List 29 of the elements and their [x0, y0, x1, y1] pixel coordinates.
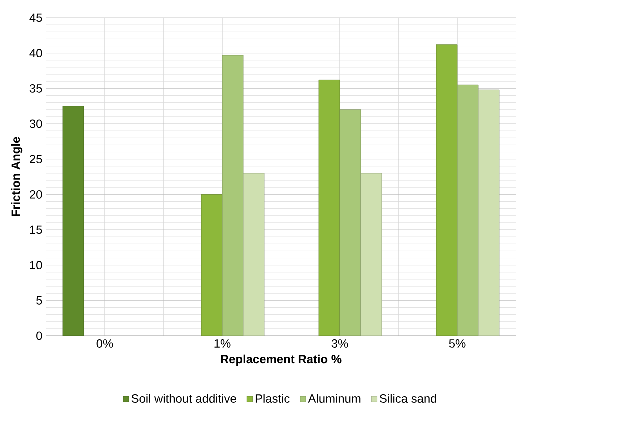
y-tick-label: 25 — [30, 155, 42, 164]
legend-label: Soil without additive — [132, 394, 236, 404]
legend-label: Aluminum — [308, 394, 361, 404]
y-tick-label: 0 — [36, 332, 42, 340]
x-tick-label: 0% — [96, 340, 114, 348]
x-axis-title: Replacement Ratio % — [221, 354, 342, 366]
legend-label: Plastic — [256, 394, 290, 404]
x-tick-label: 5% — [449, 340, 466, 348]
bar — [318, 80, 340, 336]
bar — [201, 194, 223, 336]
x-tick-label: 3% — [332, 340, 348, 348]
x-tick-label: 1% — [214, 340, 231, 348]
legend-label: Silica sand — [380, 394, 436, 404]
bar — [243, 173, 265, 336]
bar — [340, 110, 362, 336]
y-axis-title: Friction Angle — [11, 137, 23, 216]
y-tick-label: 20 — [30, 190, 42, 199]
y-tick-label: 30 — [30, 120, 42, 128]
y-tick-label: 10 — [30, 261, 42, 270]
bar — [457, 84, 479, 336]
bar — [360, 173, 382, 336]
y-tick-label: 40 — [30, 49, 42, 58]
bar — [478, 90, 500, 336]
bar — [222, 55, 244, 336]
bar — [436, 44, 458, 336]
y-tick-label: 45 — [30, 14, 42, 22]
y-tick-label: 15 — [30, 226, 42, 234]
y-tick-label: 35 — [30, 84, 42, 93]
y-tick-label: 5 — [36, 296, 42, 305]
